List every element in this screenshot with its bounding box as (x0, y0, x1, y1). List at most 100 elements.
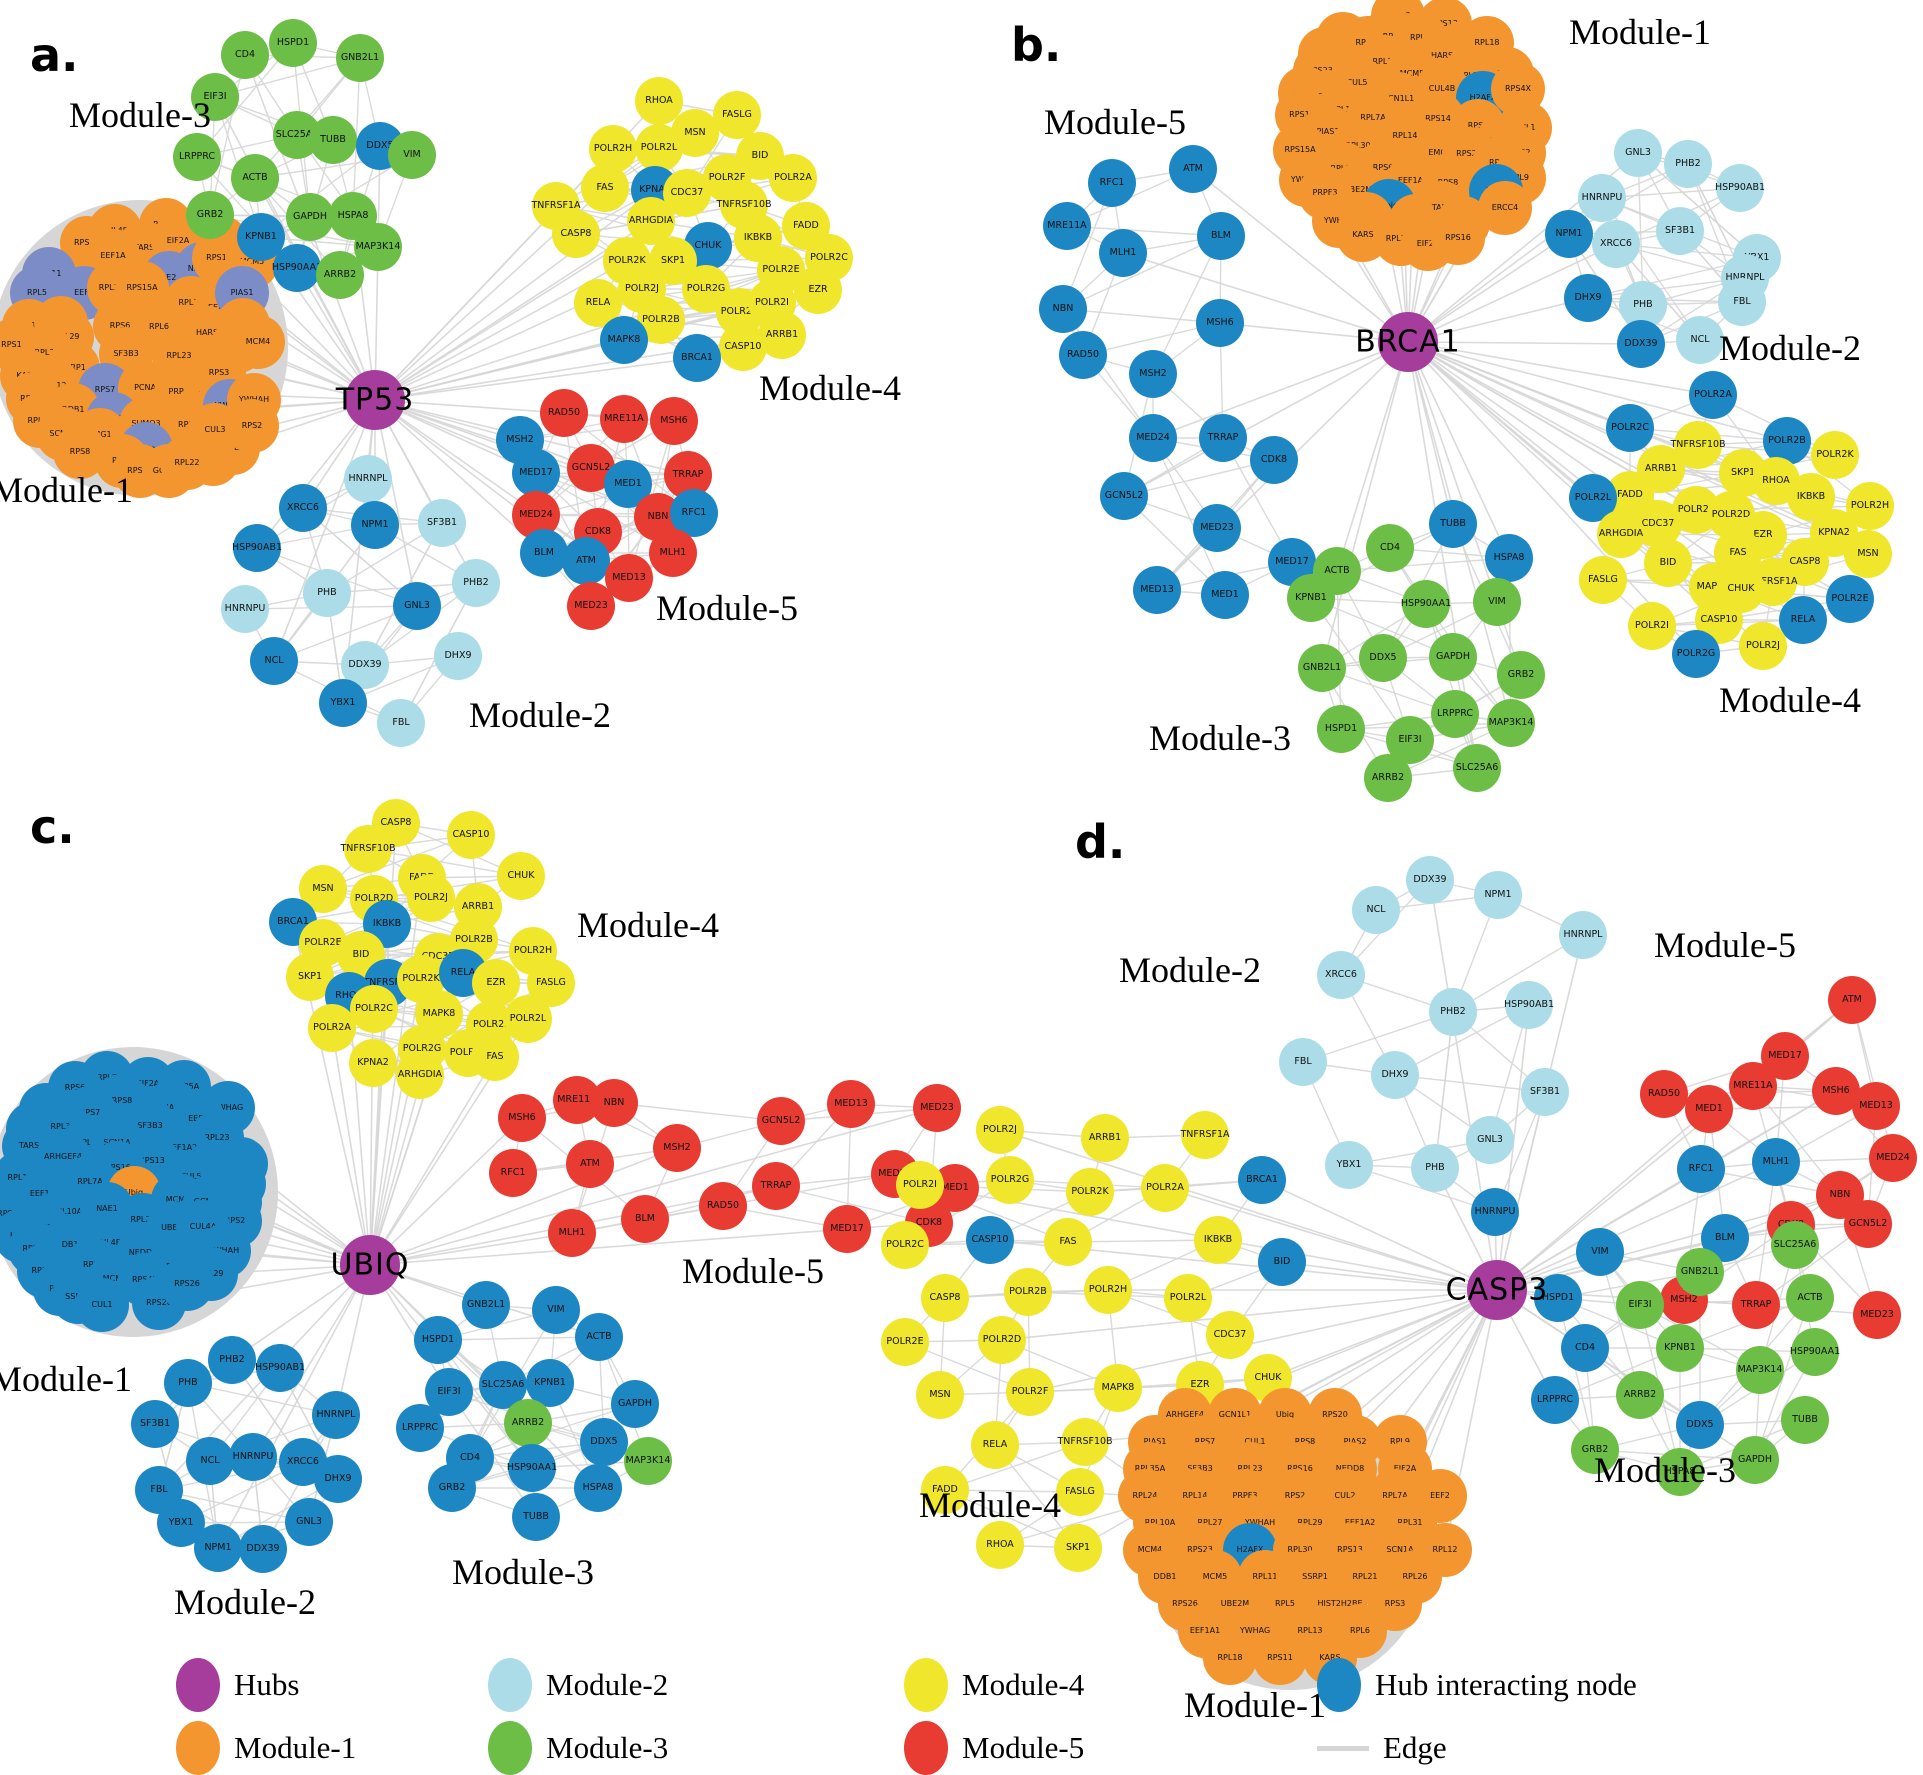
node-CASP10: CASP10 (447, 811, 495, 859)
edge (1321, 341, 1409, 669)
node-BRCA1: BRCA1 (1238, 1156, 1286, 1204)
node-label: RPS13 (1432, 19, 1458, 28)
node-POLR2K: POLR2K (1811, 431, 1859, 479)
node-label: GCN5L2 (761, 1115, 801, 1127)
node-FASLG: FASLG (713, 91, 761, 139)
edge (369, 1107, 938, 1266)
node-label: SLC25A6 (1773, 1239, 1817, 1251)
node-label: RPL14 (1182, 1491, 1208, 1500)
node-label: HSPD1 (1541, 1292, 1575, 1304)
node-TNFRSF10B: TNFRSF10B (1057, 1418, 1113, 1466)
legend-label: Module-3 (546, 1730, 669, 1765)
node-POLR2B: POLR2B (1004, 1268, 1052, 1316)
node-CDK8: CDK8 (1250, 436, 1298, 484)
node-label: XRCC6 (1325, 969, 1357, 981)
legend-label: Module-1 (234, 1730, 357, 1765)
node-HSP90AB1: HSP90AB1 (1504, 981, 1554, 1029)
node-MED24: MED24 (1869, 1134, 1917, 1182)
node-XRCC6: XRCC6 (1592, 220, 1640, 268)
node-HNRNPL: HNRNPL (344, 455, 392, 503)
node-label: DHX9 (324, 1473, 352, 1485)
edge (374, 145, 381, 401)
node-SF3B1: SF3B1 (418, 499, 466, 547)
node-label: MSN (1857, 548, 1879, 560)
node-GAPDH: GAPDH (1731, 1436, 1779, 1484)
node-label: CUL4A (189, 1222, 217, 1231)
node-DDX5: DDX5 (1676, 1401, 1724, 1449)
node-label: EEF1A1 (1397, 176, 1429, 185)
node-PHB: PHB (1411, 1144, 1459, 1192)
node-label: CUL1 (1245, 1438, 1266, 1446)
node-label: NBN (647, 511, 669, 523)
node-label: RPS26 (1172, 1599, 1198, 1608)
node-MSN: MSN (1844, 530, 1892, 578)
node-VIM: VIM (1473, 578, 1521, 626)
node-label: EEF1A1 (1189, 1626, 1221, 1635)
node-label: MAPK8 (1696, 581, 1730, 593)
legend-item: Module-4 (904, 1658, 1084, 1712)
node-label: EZR (808, 284, 828, 296)
edge (1496, 1004, 1530, 1291)
node-BLM: BLM (520, 529, 568, 577)
node-label: ACTB (586, 1331, 612, 1343)
edge (322, 834, 472, 890)
node-CUL3: CUL3 (188, 403, 242, 457)
node-label: CHUK (694, 240, 722, 252)
node-RHOA: RHOA (635, 77, 683, 125)
edge (1496, 1161, 1777, 1291)
node-label: MED13 (834, 1098, 868, 1110)
node-label: GRB2 (1581, 1444, 1609, 1456)
legend-item: Hubs (176, 1658, 299, 1712)
node-NBN: NBN (1039, 285, 1087, 333)
node-RFC1: RFC1 (489, 1149, 537, 1197)
edge (1336, 557, 1510, 572)
node-BLM: BLM (621, 1195, 669, 1243)
node-label: HNRNPU (1581, 192, 1623, 204)
node-TNFRSF10B: TNFRSF10B (340, 825, 396, 873)
node-label: YWHAG (1239, 1626, 1271, 1635)
node-POLR2J: POLR2J (407, 874, 455, 922)
node-label: TNFRSF10B (1670, 439, 1726, 451)
edge (1152, 235, 1222, 375)
node-POLR2L: POLR2L (635, 124, 683, 172)
node-POLR2C: POLR2C (881, 1221, 929, 1269)
node-label: GRB2 (196, 209, 224, 221)
node-NPM1: NPM1 (1545, 210, 1593, 258)
node-label: RPL18 (1474, 38, 1500, 47)
edge (1310, 597, 1454, 658)
node-label: POLR2F (449, 1047, 487, 1059)
node-label: IKBKB (1203, 1234, 1233, 1246)
node-XRCC6: XRCC6 (1317, 951, 1365, 999)
node-label: POLR2D (982, 1334, 1022, 1346)
node-PHB: PHB (303, 569, 351, 617)
node-label: RPS7 (79, 1108, 101, 1117)
node-label: ATM (1842, 994, 1862, 1006)
node-KPNB1: KPNB1 (237, 213, 285, 261)
node-label: BLM (1210, 230, 1231, 242)
node-label: DDB1 (55, 1240, 79, 1249)
node-NPM1: NPM1 (1474, 871, 1522, 919)
node-label: MSH2 (1139, 368, 1167, 380)
edge (1302, 1011, 1454, 1063)
node-label: POLR2G (990, 1174, 1030, 1186)
node-label: NEDD8 (1336, 1465, 1364, 1473)
node-label: MRE11A (604, 413, 644, 425)
node-label: SCN1A (1386, 1545, 1414, 1554)
node-MLH1: MLH1 (548, 1209, 596, 1257)
legend-item: Module-1 (176, 1721, 356, 1775)
node-label: XRCC6 (1600, 238, 1632, 250)
node-label: POLR2D (354, 893, 394, 905)
node-label: POLR2B (455, 934, 493, 946)
node-XRCC6: XRCC6 (279, 484, 327, 532)
edge (613, 1102, 782, 1122)
node-label: FASLG (1588, 574, 1618, 586)
node-label: ATM (576, 555, 596, 567)
node-HNRNPU: HNRNPU (1471, 1188, 1519, 1236)
node-LRPPRC: LRPPRC (1431, 690, 1479, 738)
node-POLR2A: POLR2A (1689, 371, 1737, 419)
edge (273, 605, 418, 662)
node-label: EIF2A (136, 1079, 160, 1088)
node-HSPA8: HSPA8 (574, 1464, 622, 1512)
node-label: RPS16 (1445, 233, 1471, 242)
node-MAPK8: MAPK8 (600, 316, 648, 364)
